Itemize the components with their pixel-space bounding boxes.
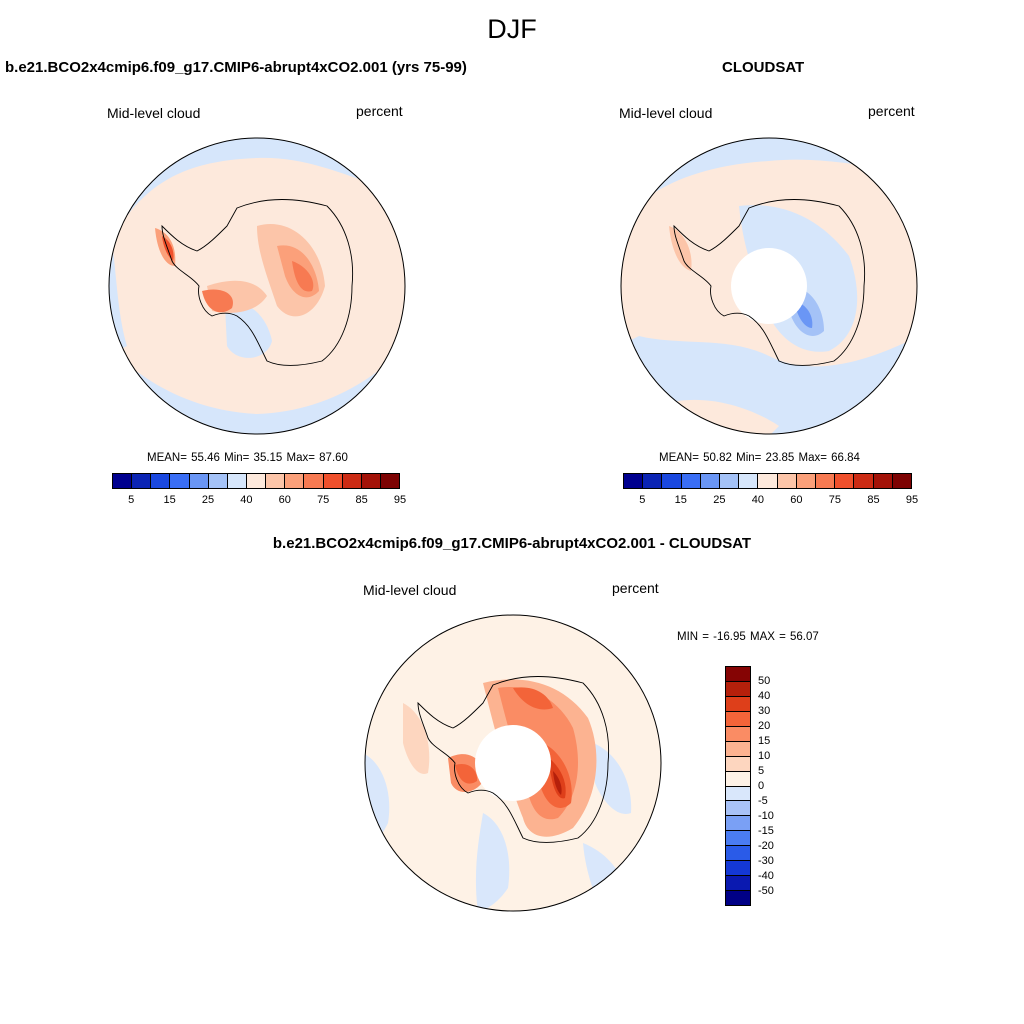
panel3-colorbar-swatch (726, 816, 750, 832)
panel1-colorbar-swatch (266, 474, 286, 488)
panel2-colorbar-swatch (739, 474, 759, 488)
panel3-colorbar-tick-label: 0 (758, 780, 765, 792)
panel3-polar-map (364, 614, 662, 912)
panel3-colorbar-swatch (726, 846, 750, 862)
panel1-colorbar-tick-label: 5 (128, 494, 135, 506)
panel2-colorbar-swatch (681, 474, 701, 488)
panel3-colorbar-tick-label: 40 (758, 690, 771, 702)
panel1-colorbar-tick-label: 40 (240, 494, 253, 506)
panel3-colorbar-swatch (726, 726, 750, 742)
panel1-colorbar-tick-label: 25 (201, 494, 215, 506)
panel2-polar-map (620, 137, 918, 435)
panel2-colorbar-tick-label: 75 (828, 494, 842, 506)
panel2-title: CLOUDSAT (722, 59, 805, 76)
panel2-colorbar-tick-label: 95 (905, 494, 919, 506)
panel3-colorbar-swatch (726, 831, 750, 847)
panel1-colorbar-swatch (170, 474, 190, 488)
panel3-colorbar-swatch (726, 741, 750, 757)
panel1-colorbar-swatch (304, 474, 324, 488)
panel1-colorbar-tick-label: 95 (393, 494, 407, 506)
panel3-colorbar-tick-label: -50 (758, 885, 774, 897)
panel3-colorbar-swatch (726, 711, 750, 727)
panel3-colorbar-swatch (726, 696, 750, 712)
panel2-colorbar-tick-label: 5 (639, 494, 646, 506)
panel3-units-label: percent (612, 580, 659, 596)
panel2-colorbar-swatch (720, 474, 740, 488)
panel3-colorbar-swatch (726, 681, 750, 697)
panel3-colorbar-swatch (726, 786, 750, 802)
panel1-colorbar-swatch (208, 474, 228, 488)
panel2-colorbar-swatch (777, 474, 797, 488)
panel2-colorbar-tick-label: 85 (867, 494, 880, 506)
panel2-colorbar-ticks: 5 15 25 40 60 75 85 95 (623, 494, 918, 508)
panel3-colorbar-tick-label: 50 (758, 675, 771, 687)
panel2-colorbar-swatch (873, 474, 893, 488)
panel1-colorbar-swatch (361, 474, 381, 488)
panel1-colorbar-ticks: 5 15 25 40 60 75 85 95 (112, 494, 406, 508)
panel1-colorbar-swatch (132, 474, 152, 488)
panel3-colorbar-tick-label: -30 (758, 855, 774, 867)
panel3-colorbar-swatch (726, 861, 750, 877)
panel1-colorbar-tick-label: 75 (317, 494, 330, 506)
panel1-colorbar-swatch (189, 474, 209, 488)
panel1-colorbar-swatch (246, 474, 267, 488)
panel1-colorbar-swatch (323, 474, 343, 488)
panel1-units-label: percent (356, 103, 403, 119)
panel2-colorbar-swatch (816, 474, 836, 488)
panel1-variable-label: Mid-level cloud (107, 105, 201, 121)
panel1-colorbar-tick-label: 15 (163, 494, 176, 506)
panel3-colorbar-swatch (726, 876, 750, 892)
panel2-colorbar-swatch (854, 474, 874, 488)
panel3-colorbar-swatch (726, 891, 750, 905)
panel2-colorbar (623, 473, 912, 489)
panel1-polar-map (108, 137, 406, 435)
panel2-colorbar-tick-label: 60 (790, 494, 803, 506)
panel2-colorbar-swatch (758, 474, 778, 488)
panel3-colorbar-swatch (726, 801, 750, 817)
panel2-colorbar-swatch (892, 474, 912, 488)
panel3-colorbar-tick-label: 15 (758, 735, 771, 747)
panel1-colorbar-tick-label: 85 (355, 494, 368, 506)
panel2-variable-label: Mid-level cloud (619, 105, 713, 121)
panel1-colorbar-tick-label: 60 (278, 494, 291, 506)
panel2-colorbar-tick-label: 15 (674, 494, 687, 506)
panel2-colorbar-swatch (624, 474, 644, 488)
panel2-colorbar-swatch (662, 474, 682, 488)
panel3-colorbar-tick-label: -5 (758, 795, 768, 807)
panel3-variable-label: Mid-level cloud (363, 582, 457, 598)
panel1-colorbar-swatch (285, 474, 305, 488)
panel2-colorbar-tick-label: 40 (751, 494, 764, 506)
panel3-colorbar-tick-label: -10 (758, 810, 774, 822)
main-title: DJF (487, 14, 537, 44)
panel2-stats: MEAN= 50.82 Min= 23.85 Max= 66.84 (659, 452, 860, 464)
panel1-stats: MEAN= 55.46 Min= 35.15 Max= 87.60 (147, 452, 348, 464)
panel2-colorbar-swatch (835, 474, 855, 488)
panel3-colorbar-tick-label: 10 (758, 750, 771, 762)
panel3-title: b.e21.BCO2x4cmip6.f09_g17.CMIP6-abrupt4x… (272, 535, 752, 552)
panel2-colorbar-swatch (796, 474, 817, 488)
panel2-colorbar-swatch (700, 474, 721, 488)
panel3-colorbar-tick-label: 30 (758, 705, 771, 717)
panel3-colorbar-tick-label: -20 (758, 840, 774, 852)
panel3-colorbar-swatch (726, 667, 750, 682)
panel3-stats: MIN = -16.95 MAX = 56.07 (677, 631, 819, 643)
panel3-colorbar-tick-label: 5 (758, 765, 765, 777)
panel1-colorbar-swatch (151, 474, 171, 488)
panel1-title: b.e21.BCO2x4cmip6.f09_g17.CMIP6-abrupt4x… (5, 59, 467, 76)
panel1-colorbar-swatch (113, 474, 133, 488)
panel3-colorbar-tick-label: -40 (758, 870, 774, 882)
panel3-colorbar-swatch (726, 756, 750, 772)
panel3-colorbar-ticks: 50 40 30 20 15 10 5 0 -5 -10 -15 -20 -30 -40 -50 (758, 666, 798, 906)
panel3-colorbar-swatch (726, 771, 750, 787)
panel3-colorbar (725, 666, 751, 906)
panel1-colorbar (112, 473, 400, 489)
panel1-colorbar-swatch (342, 474, 362, 488)
panel1-colorbar-swatch (380, 474, 400, 488)
panel2-units-label: percent (868, 103, 915, 119)
panel3-colorbar-tick-label: 20 (758, 720, 771, 732)
panel2-colorbar-swatch (643, 474, 663, 488)
panel3-colorbar-tick-label: -15 (758, 825, 774, 837)
panel2-colorbar-tick-label: 25 (713, 494, 726, 506)
panel1-colorbar-swatch (227, 474, 247, 488)
